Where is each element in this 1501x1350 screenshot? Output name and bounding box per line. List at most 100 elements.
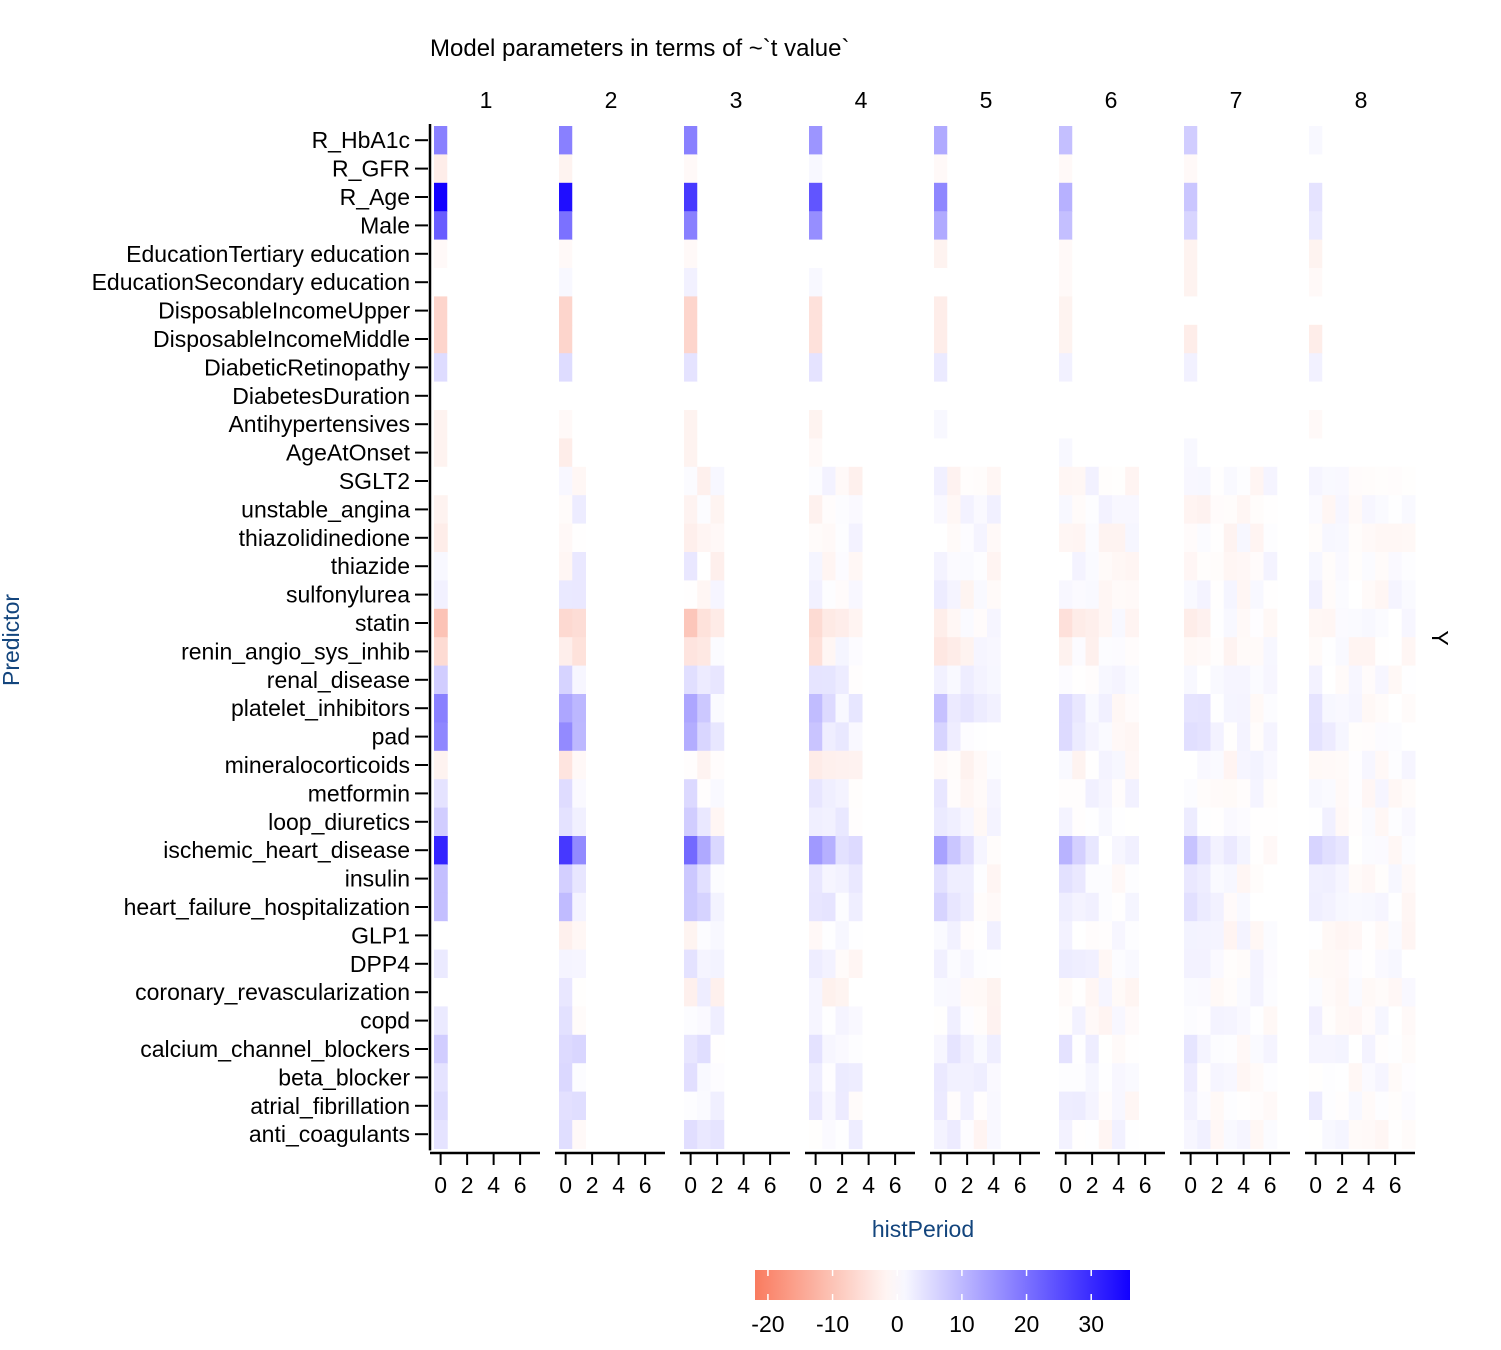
heatmap-cell <box>1072 665 1086 695</box>
x-tick-label: 0 <box>934 1172 947 1198</box>
heatmap-cell <box>809 949 823 979</box>
heatmap-cell <box>572 892 586 922</box>
heatmap-cell <box>1223 750 1238 780</box>
heatmap-cell <box>809 978 823 1007</box>
heatmap-cell <box>809 353 823 383</box>
heatmap-cell <box>960 637 975 667</box>
heatmap-cell <box>1223 779 1238 809</box>
heatmap-cell <box>1184 665 1198 695</box>
heatmap-cell <box>1388 750 1403 780</box>
heatmap-cell <box>822 836 836 865</box>
heatmap-cell <box>1309 665 1323 695</box>
heatmap-cell <box>1335 523 1350 553</box>
heatmap-cell <box>934 807 948 837</box>
heatmap-cell <box>822 892 836 922</box>
heatmap-cell <box>1388 779 1403 809</box>
heatmap-cell <box>947 750 961 780</box>
heatmap-cell <box>1362 466 1376 496</box>
heatmap-cell <box>934 466 948 496</box>
heatmap-cell <box>987 836 1001 865</box>
heatmap-cell <box>1322 608 1336 638</box>
heatmap-cell <box>848 1120 863 1149</box>
heatmap-cell <box>822 1034 836 1064</box>
heatmap-cell <box>1335 807 1350 837</box>
heatmap-cell <box>1335 694 1350 723</box>
heatmap-cell <box>822 665 836 695</box>
heatmap-cell <box>1401 1006 1416 1036</box>
heatmap-cell <box>1375 637 1389 667</box>
heatmap-cell <box>973 864 988 894</box>
heatmap-cell <box>934 637 948 667</box>
heatmap-cell <box>934 296 948 326</box>
heatmap-cell <box>434 864 448 894</box>
predictor-label: coronary_revascularization <box>135 979 410 1005</box>
heatmap-cell <box>1085 892 1100 922</box>
heatmap-cell <box>1250 523 1264 553</box>
heatmap-cell <box>1322 836 1336 865</box>
heatmap-cell <box>987 552 1001 581</box>
heatmap-cell <box>1309 608 1323 638</box>
heatmap-cell <box>809 154 823 184</box>
heatmap-cell <box>1362 552 1376 581</box>
heatmap-cell <box>1072 949 1086 979</box>
heatmap-cell <box>987 1091 1001 1121</box>
x-tick-label: 4 <box>1362 1172 1375 1198</box>
heatmap-cell <box>1072 694 1086 723</box>
heatmap-cell <box>835 1063 850 1093</box>
heatmap-cell <box>1197 864 1211 894</box>
heatmap-cell <box>434 1120 448 1149</box>
x-tick-label: 2 <box>461 1172 474 1198</box>
heatmap-cell <box>848 552 863 581</box>
heatmap-cell <box>1098 779 1113 809</box>
heatmap-cell <box>1375 779 1389 809</box>
heatmap-cell <box>1072 1120 1086 1149</box>
heatmap-cell <box>1335 580 1350 610</box>
heatmap-cell <box>822 949 836 979</box>
heatmap-cell <box>960 694 975 723</box>
x-tick-label: 4 <box>737 1172 750 1198</box>
heatmap-cell <box>1098 1063 1113 1093</box>
heatmap-cell <box>934 978 948 1007</box>
heatmap-cell <box>1059 438 1073 468</box>
heatmap-cell <box>434 665 448 695</box>
heatmap-cell <box>987 864 1001 894</box>
heatmap-cell <box>684 1063 698 1093</box>
heatmap-cell <box>809 211 823 241</box>
heatmap-cell <box>1250 1063 1264 1093</box>
heatmap-cell <box>1335 864 1350 894</box>
heatmap-cell <box>559 580 573 610</box>
heatmap-cell <box>987 1063 1001 1093</box>
heatmap-cell <box>848 750 863 780</box>
heatmap-cell <box>559 722 573 752</box>
predictor-label: DiabetesDuration <box>232 383 410 409</box>
heatmap-cell <box>848 836 863 865</box>
facet-panel: 5 0 2 4 6 <box>930 87 1040 1198</box>
heatmap-cell <box>1125 836 1139 865</box>
heatmap-cell <box>572 750 586 780</box>
heatmap-cell <box>710 580 725 610</box>
heatmap-cell <box>1309 410 1323 439</box>
heatmap-cell <box>1059 495 1073 525</box>
heatmap-cell <box>1263 978 1278 1007</box>
heatmap-cell <box>987 495 1001 525</box>
x-tick-label: 6 <box>1389 1172 1402 1198</box>
heatmap-cell <box>684 296 698 326</box>
heatmap-cell <box>987 978 1001 1007</box>
predictor-label: insulin <box>345 866 410 892</box>
heatmap-cell <box>835 495 850 525</box>
heatmap-cell <box>947 864 961 894</box>
heatmap-cell <box>934 892 948 922</box>
heatmap-cell <box>947 637 961 667</box>
legend-colorbar <box>755 1270 1130 1300</box>
heatmap-cell <box>434 268 448 297</box>
x-tick-label: 0 <box>1059 1172 1072 1198</box>
heatmap-cell <box>973 495 988 525</box>
predictor-label: DiabeticRetinopathy <box>204 354 410 380</box>
heatmap-cell <box>1348 523 1363 553</box>
heatmap-cell <box>973 836 988 865</box>
heatmap-cell <box>947 1063 961 1093</box>
heatmap-cell <box>434 211 448 241</box>
heatmap-cell <box>1322 864 1336 894</box>
heatmap-cell <box>1210 608 1225 638</box>
heatmap-cell <box>947 1006 961 1036</box>
